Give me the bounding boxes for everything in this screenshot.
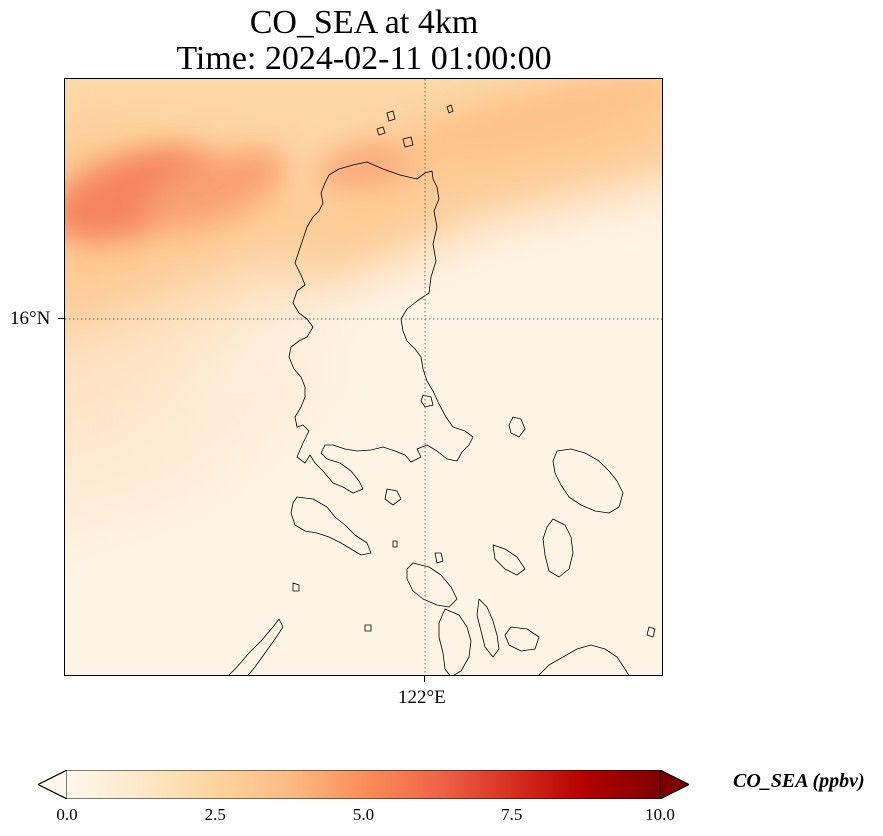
bohol-island bbox=[504, 626, 540, 652]
mindoro-island bbox=[290, 496, 372, 556]
colorbar-tick-label: 5.0 bbox=[352, 805, 375, 824]
colorbar-min-extend bbox=[38, 770, 68, 799]
cebu-island bbox=[476, 598, 500, 658]
mindanao-island bbox=[538, 644, 630, 675]
concentration-plume bbox=[65, 79, 662, 242]
leyte-island bbox=[542, 518, 574, 578]
romblon-island bbox=[434, 552, 444, 564]
colorbar-tick-label: 0.0 bbox=[56, 805, 78, 824]
map-canvas bbox=[65, 79, 662, 675]
map-title-line2: Time: 2024-02-11 01:00:00 bbox=[176, 40, 552, 77]
colorbar-tick-label: 2.5 bbox=[204, 805, 226, 824]
luzon-island bbox=[288, 161, 474, 494]
colorbar-max-extend bbox=[659, 770, 689, 799]
colorbar-bar bbox=[67, 770, 660, 799]
babuyan-island-2 bbox=[386, 110, 396, 122]
islet-2 bbox=[364, 624, 372, 632]
map-panel bbox=[64, 78, 663, 676]
samar-island bbox=[552, 448, 624, 514]
lon-tick-label: 122°E bbox=[398, 687, 446, 708]
polillo-island bbox=[420, 394, 434, 408]
colorbar-label: CO_SEA (ppbv) bbox=[733, 770, 865, 792]
colorbar-tick-label: 7.5 bbox=[501, 805, 523, 824]
palawan-island bbox=[228, 618, 284, 675]
babuyan-island-3 bbox=[402, 136, 414, 148]
marinduque-island bbox=[384, 488, 402, 506]
negros-island bbox=[438, 608, 472, 675]
colorbar-tick-label: 10.0 bbox=[645, 805, 675, 824]
islet-4 bbox=[646, 626, 656, 638]
panay-island bbox=[406, 562, 458, 608]
batanes-island bbox=[446, 104, 454, 114]
lat-tick-mark bbox=[58, 318, 64, 319]
babuyan-island-1 bbox=[376, 126, 386, 136]
islet-3 bbox=[292, 582, 300, 592]
islet-1 bbox=[392, 540, 398, 548]
colorbar bbox=[38, 770, 689, 799]
lat-tick-label: 16°N bbox=[10, 308, 51, 329]
coastline bbox=[228, 104, 656, 675]
lon-tick-mark bbox=[424, 676, 425, 682]
catanduanes-island bbox=[508, 416, 526, 438]
map-title-line1: CO_SEA at 4km bbox=[249, 4, 479, 41]
masbate-island bbox=[492, 544, 526, 576]
